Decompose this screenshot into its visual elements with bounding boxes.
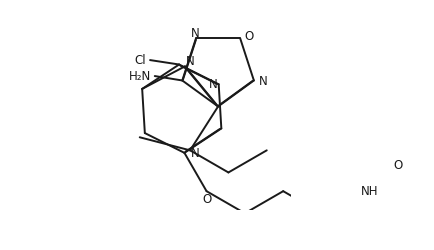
Text: N: N (191, 147, 200, 160)
Text: N: N (186, 55, 195, 68)
Text: N: N (259, 75, 267, 88)
Text: O: O (245, 30, 254, 43)
Text: NH: NH (361, 185, 378, 198)
Text: N: N (209, 78, 218, 91)
Text: H₂N: H₂N (129, 70, 151, 82)
Text: Cl: Cl (134, 54, 146, 66)
Text: O: O (394, 159, 403, 172)
Text: N: N (191, 27, 199, 40)
Text: O: O (202, 194, 211, 206)
